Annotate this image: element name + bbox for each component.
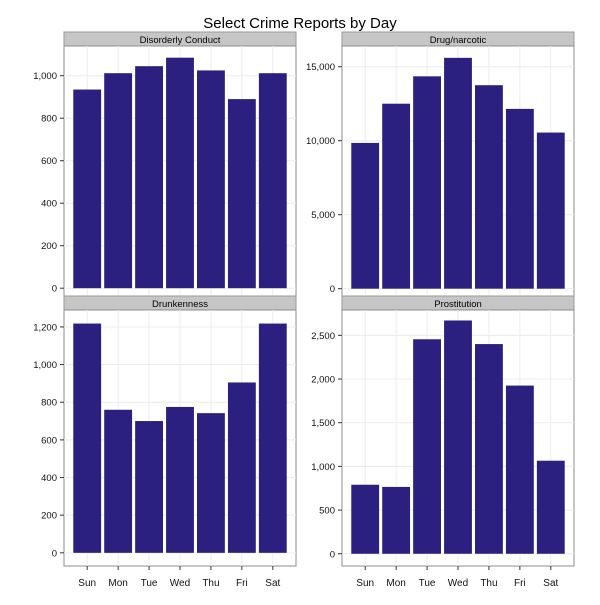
facet-strip-label: Drunkenness: [152, 299, 208, 310]
y-tick-label: 200: [41, 241, 57, 252]
bar: [444, 57, 472, 289]
bar: [197, 413, 225, 553]
x-tick-label: Fri: [514, 578, 526, 589]
x-tick-label: Sat: [265, 578, 280, 589]
x-tick-label: Mon: [108, 578, 127, 589]
bar: [505, 108, 534, 289]
facet-panel: Drug/narcotic 0 5,000 10,000 15,000: [306, 31, 575, 303]
y-tick-label: 800: [41, 114, 57, 125]
y-tick-label: 500: [319, 506, 335, 517]
bar: [351, 484, 380, 554]
y-tick-label: 800: [41, 398, 57, 409]
y-tick-label: 200: [41, 511, 57, 522]
facet-panel: Drunkenness 0 200 400 600 800 1,000 1,200 Sun Mon…: [33, 295, 297, 589]
y-tick-label: 600: [41, 156, 57, 167]
bar: [536, 132, 565, 289]
bar: [258, 323, 287, 553]
bar: [227, 99, 256, 289]
y-tick-label: 400: [41, 199, 57, 210]
x-tick-label: Sun: [356, 578, 374, 589]
x-tick-label: Mon: [386, 578, 405, 589]
y-tick-label: 0: [52, 548, 57, 559]
chart-title: Select Crime Reports by Day: [203, 15, 397, 32]
y-tick-label: 400: [41, 473, 57, 484]
bar: [73, 323, 102, 553]
bar: [135, 66, 163, 289]
x-tick-label: Wed: [448, 578, 468, 589]
y-tick-label: 1,000: [311, 462, 335, 473]
y-tick-label: 600: [41, 435, 57, 446]
bar: [444, 320, 472, 554]
bar: [351, 142, 380, 289]
bar: [382, 103, 411, 289]
y-tick-label: 0: [330, 549, 335, 560]
y-tick-label: 5,000: [311, 210, 335, 221]
bar: [166, 57, 194, 289]
bar: [413, 76, 441, 289]
facet-panel: Prostitution 0 500 1,000 1,500 2,000 2,500 Sun M…: [311, 295, 575, 589]
y-tick-label: 1,500: [311, 418, 335, 429]
bar: [73, 89, 102, 289]
y-tick-label: 1,000: [33, 360, 57, 371]
bar: [104, 409, 133, 553]
facet-panel: Disorderly Conduct 0 200 400 600 800 1,000: [33, 31, 297, 303]
x-tick-label: Tue: [141, 578, 158, 589]
y-tick-label: 1,200: [33, 322, 57, 333]
x-tick-label: Tue: [419, 578, 436, 589]
bar: [227, 382, 256, 553]
y-tick-label: 10,000: [306, 136, 335, 147]
x-tick-label: Thu: [202, 578, 219, 589]
bar: [135, 421, 163, 553]
y-tick-label: 2,500: [311, 331, 335, 342]
y-tick-label: 2,000: [311, 375, 335, 386]
x-tick-label: Fri: [236, 578, 248, 589]
bar: [258, 73, 287, 289]
bar: [104, 73, 133, 289]
y-tick-label: 0: [52, 284, 57, 295]
bar: [475, 344, 503, 554]
y-tick-label: 1,000: [33, 71, 57, 82]
bar: [413, 339, 441, 554]
facet-strip-label: Prostitution: [434, 299, 482, 310]
x-tick-label: Wed: [170, 578, 190, 589]
bar: [505, 385, 534, 554]
y-tick-label: 0: [330, 284, 335, 295]
x-tick-label: Thu: [480, 578, 497, 589]
facet-strip-label: Drug/narcotic: [430, 35, 487, 46]
x-tick-label: Sat: [543, 578, 558, 589]
y-tick-label: 15,000: [306, 62, 335, 73]
facet-strip-label: Disorderly Conduct: [140, 35, 221, 46]
bar: [536, 460, 565, 554]
bar: [382, 486, 411, 554]
bar: [197, 70, 225, 289]
bar: [475, 85, 503, 289]
bar: [166, 406, 194, 553]
x-tick-label: Sun: [78, 578, 96, 589]
